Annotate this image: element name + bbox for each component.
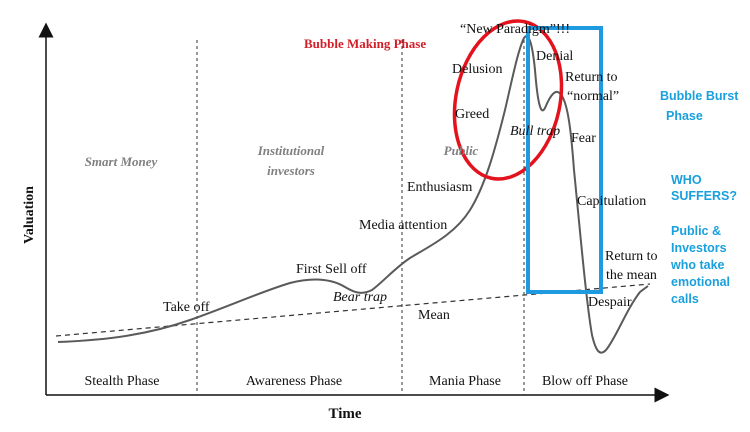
participant-public: Public — [444, 143, 479, 158]
label-bear-trap: Bear trap — [333, 290, 387, 305]
bubble-burst-phase-label-2: Phase — [666, 109, 703, 123]
who-suffers-label-2: SUFFERS? — [671, 189, 737, 203]
phase-label-blowoff: Blow off Phase — [542, 374, 628, 389]
who-suffers-label-1: WHO — [671, 173, 702, 187]
phase-label-stealth: Stealth Phase — [84, 374, 159, 389]
label-mean: Mean — [418, 308, 450, 323]
victims-label-5: calls — [671, 292, 699, 306]
label-first-sell-off: First Sell off — [296, 262, 367, 277]
bubble-burst-box — [526, 26, 603, 294]
bubble-making-phase-label: Bubble Making Phase — [304, 36, 426, 51]
label-enthusiasm: Enthusiasm — [407, 180, 472, 195]
y-axis-label: Valuation — [22, 186, 37, 244]
label-return-normal-1: Return to — [565, 70, 618, 85]
label-despair: Despair — [588, 295, 632, 310]
label-denial: Denial — [536, 49, 573, 64]
victims-label-3: who take — [670, 258, 725, 272]
phase-label-awareness: Awareness Phase — [246, 374, 342, 389]
bubble-burst-phase-label-1: Bubble Burst — [660, 89, 739, 103]
x-axis-label: Time — [328, 406, 361, 422]
label-fear: Fear — [571, 131, 596, 146]
participant-institutional-1: Institutional — [257, 143, 325, 158]
victims-label-1: Public & — [671, 224, 721, 238]
phase-label-mania: Mania Phase — [429, 374, 501, 389]
valuation-curve — [57, 35, 649, 354]
participant-smart-money: Smart Money — [85, 154, 158, 169]
victims-label-2: Investors — [671, 241, 727, 255]
label-capitulation: Capitulation — [577, 194, 646, 209]
label-bull-trap: Bull trap — [510, 124, 560, 139]
label-greed: Greed — [455, 107, 489, 122]
label-delusion: Delusion — [452, 62, 503, 77]
label-return-mean-2: the mean — [606, 268, 657, 283]
victims-label-4: emotional — [671, 275, 730, 289]
bubble-making-circle — [452, 19, 564, 181]
label-new-paradigm: “New Paradigm”!!! — [460, 22, 570, 37]
label-return-mean-1: Return to — [605, 249, 658, 264]
participant-institutional-2: investors — [267, 163, 315, 178]
label-media-attention: Media attention — [359, 218, 447, 233]
label-return-normal-2: “normal” — [567, 89, 619, 104]
label-take-off: Take off — [163, 300, 210, 315]
